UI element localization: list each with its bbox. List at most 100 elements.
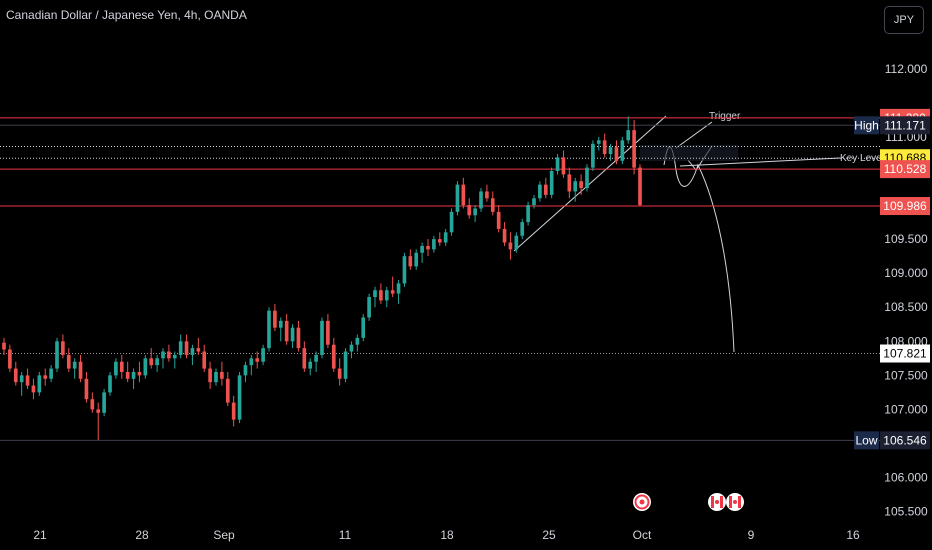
candle — [61, 334, 65, 359]
candle — [43, 368, 48, 386]
candle — [119, 354, 124, 379]
candle — [608, 143, 613, 161]
y-tick-label: 106.000 — [884, 471, 928, 485]
price-tag: 107.821 — [880, 344, 930, 363]
candle — [149, 348, 154, 369]
candle — [490, 191, 495, 216]
price-tags: 111.280111.171High110.688110.528109.9861… — [854, 108, 930, 450]
x-tick-label: 21 — [33, 528, 47, 542]
candle — [614, 140, 619, 165]
candle — [396, 280, 401, 304]
candle — [532, 194, 536, 209]
candle — [55, 337, 59, 372]
candle — [626, 116, 631, 144]
price-tag-value: 107.821 — [883, 346, 927, 360]
price-tag-label: High — [854, 118, 879, 132]
candle — [538, 181, 542, 202]
candle — [273, 303, 277, 332]
candle — [2, 337, 6, 355]
candle — [114, 358, 118, 379]
candle — [573, 177, 578, 202]
candle — [78, 354, 83, 383]
price-tag: 111.171 High — [854, 116, 930, 135]
price-tag: 109.986 — [880, 197, 930, 216]
candle — [308, 358, 313, 376]
candle — [296, 320, 301, 352]
candle — [25, 368, 30, 389]
candle — [125, 361, 130, 383]
candle — [8, 344, 12, 372]
candle — [284, 314, 289, 345]
candle — [155, 354, 159, 372]
currency-selector-button[interactable]: JPY — [884, 6, 924, 34]
candle — [432, 235, 436, 253]
price-tag-value: 106.546 — [883, 433, 927, 447]
candle — [49, 365, 53, 383]
candle — [314, 351, 318, 372]
candle — [449, 208, 454, 236]
candle — [190, 344, 195, 366]
x-tick-label: 18 — [440, 528, 454, 542]
y-tick-label: 107.000 — [884, 402, 928, 416]
chart-title: Canadian Dollar / Japanese Yen, 4h, OAND… — [6, 8, 247, 22]
x-tick-label: Oct — [633, 528, 652, 542]
y-tick-label: 105.500 — [884, 505, 928, 519]
candle — [290, 324, 295, 349]
x-tick-label: Sep — [213, 528, 235, 542]
x-tick-label: 9 — [748, 528, 755, 542]
candle — [167, 344, 171, 362]
candle — [302, 341, 307, 372]
candle — [473, 205, 477, 223]
event-flag-icon[interactable] — [726, 493, 744, 511]
candle — [66, 348, 71, 372]
y-tick-label: 109.000 — [884, 266, 928, 280]
candle — [567, 167, 572, 199]
price-tag-value: 109.986 — [883, 199, 927, 213]
candle — [437, 232, 442, 246]
candle — [326, 314, 330, 349]
candle — [461, 177, 466, 209]
candle — [379, 283, 383, 304]
trigger-leader — [675, 121, 713, 149]
candle — [90, 392, 95, 413]
candle — [361, 314, 366, 342]
candle — [420, 242, 424, 263]
candle — [220, 361, 224, 386]
candle — [161, 348, 165, 369]
y-tick-label: 108.500 — [884, 300, 928, 314]
candle — [367, 293, 371, 321]
candle — [337, 358, 342, 386]
x-axis: 21 28 Sep 11 18 25 Oct 9 16 — [33, 528, 860, 542]
candle — [596, 136, 601, 151]
candle — [549, 167, 554, 199]
candle — [585, 164, 589, 192]
event-markers[interactable] — [633, 493, 744, 511]
projection-arrow — [663, 146, 735, 353]
candle — [108, 371, 112, 396]
drawings[interactable]: Trigger Key Level — [513, 111, 884, 353]
event-flag-icon[interactable] — [708, 493, 726, 511]
candle — [255, 351, 260, 369]
candle — [31, 378, 36, 400]
candle — [526, 201, 530, 226]
candle — [237, 371, 242, 424]
candle — [131, 368, 136, 389]
event-flag-icon[interactable] — [633, 493, 651, 511]
candle — [184, 334, 189, 359]
candle — [467, 198, 472, 219]
candle — [520, 218, 525, 240]
candle — [84, 371, 89, 403]
candle — [390, 276, 395, 298]
candle — [373, 286, 377, 308]
candle — [243, 361, 248, 383]
candle — [249, 354, 254, 376]
key-level-leader — [679, 157, 841, 167]
candle — [402, 252, 407, 287]
candle — [72, 358, 77, 379]
candle — [579, 174, 583, 195]
candle — [414, 249, 419, 270]
level-lines[interactable] — [0, 117, 880, 441]
candle — [561, 150, 566, 178]
candles — [2, 116, 642, 441]
